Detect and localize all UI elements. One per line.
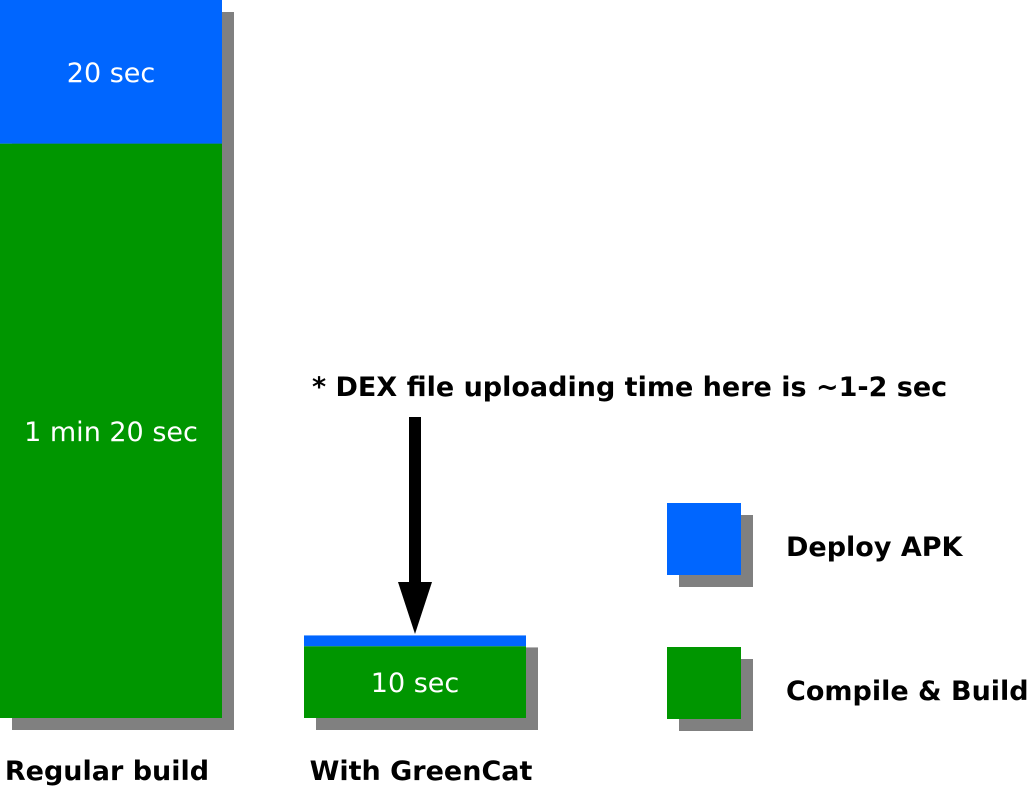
bar-segment-deploy-apk xyxy=(304,635,526,647)
segment-labels: 1 min 20 sec 20 sec 10 sec xyxy=(24,58,459,699)
category-label: With GreenCat xyxy=(310,756,533,786)
bar-segment-compile-build xyxy=(0,143,222,719)
bar-segment-compile-build xyxy=(304,646,526,718)
category-label: Regular build xyxy=(5,756,209,786)
legend-label: Compile & Build xyxy=(786,676,1029,707)
bars xyxy=(0,0,526,719)
legend-label: Deploy APK xyxy=(786,532,964,563)
data-label: 1 min 20 sec xyxy=(24,417,198,448)
data-label: 10 sec xyxy=(371,668,459,699)
annotation-text: * DEX file uploading time here is ~1-2 s… xyxy=(312,372,947,403)
category-labels: Regular build With GreenCat xyxy=(5,756,533,786)
legend-swatch xyxy=(667,503,741,575)
data-label: 20 sec xyxy=(67,58,155,89)
legend: Deploy APK Compile & Build xyxy=(667,503,1029,731)
legend-swatch xyxy=(667,647,741,719)
bar-segment-deploy-apk xyxy=(0,0,222,144)
annotation-arrow-icon xyxy=(398,417,432,634)
